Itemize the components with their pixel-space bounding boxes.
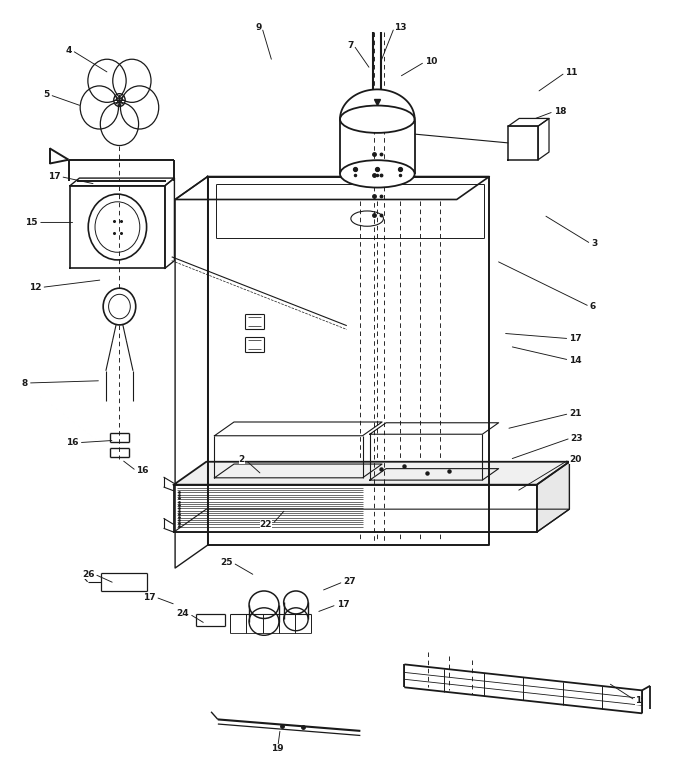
Ellipse shape [340,160,415,188]
Text: 1: 1 [635,696,641,705]
Polygon shape [174,485,537,532]
Text: 15: 15 [26,218,38,227]
Text: 21: 21 [569,409,582,418]
Text: 25: 25 [220,558,233,567]
Text: 22: 22 [260,520,272,529]
Text: 26: 26 [82,570,95,578]
Text: 14: 14 [569,355,582,365]
Polygon shape [537,462,569,532]
Text: 27: 27 [343,578,356,586]
Text: 10: 10 [425,57,437,67]
Text: 17: 17 [143,593,156,601]
Text: 4: 4 [65,46,72,55]
Text: 8: 8 [22,378,28,388]
Text: 23: 23 [571,434,583,443]
Text: 7: 7 [347,41,354,50]
Text: 16: 16 [66,438,79,447]
Text: 18: 18 [554,107,566,116]
Text: 17: 17 [337,601,350,609]
Text: 16: 16 [137,466,149,476]
Text: 17: 17 [569,334,582,343]
Polygon shape [174,462,569,485]
Text: 9: 9 [256,23,262,32]
Text: 17: 17 [48,172,61,181]
Text: 12: 12 [29,283,41,292]
Text: 5: 5 [44,90,50,100]
Ellipse shape [340,106,415,133]
Text: 20: 20 [569,455,582,464]
Text: 13: 13 [394,23,407,32]
Text: 6: 6 [590,302,596,311]
Text: 2: 2 [239,455,245,464]
Text: 11: 11 [565,68,578,77]
Text: 24: 24 [177,610,189,618]
Text: 3: 3 [591,239,597,248]
Text: 19: 19 [271,744,284,753]
